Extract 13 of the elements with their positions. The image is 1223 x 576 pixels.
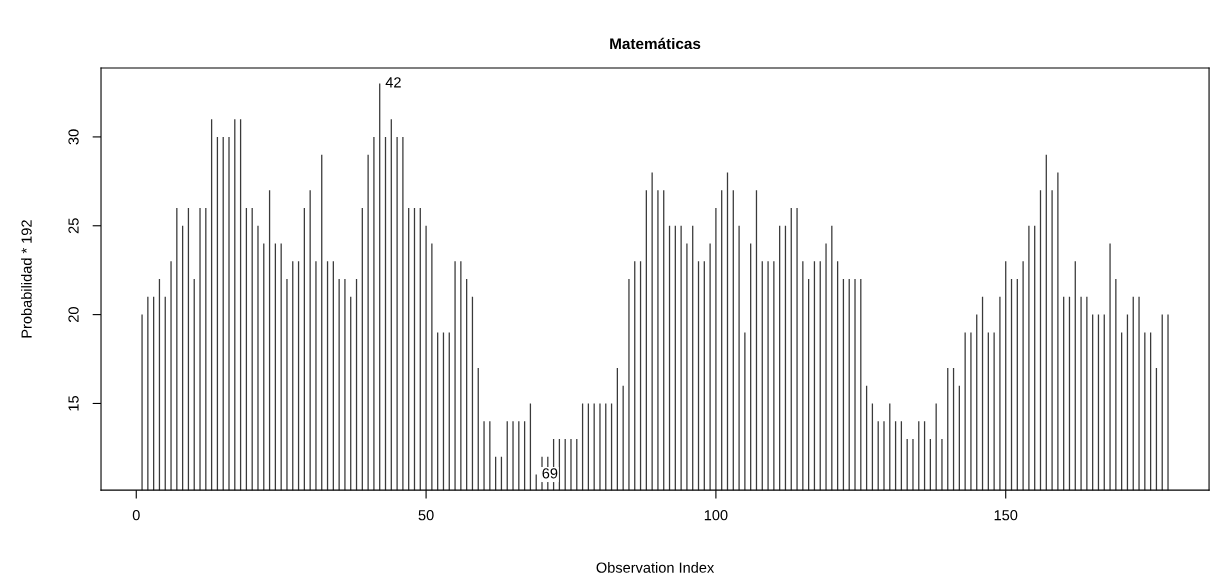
x-tick-label: 0 xyxy=(132,510,140,521)
x-tick-label: 100 xyxy=(704,510,728,521)
y-tick-label: 15 xyxy=(68,395,79,411)
chart-title: Matemáticas xyxy=(610,37,701,50)
y-tick-label: 20 xyxy=(68,307,79,322)
y-tick-label: 30 xyxy=(68,129,79,145)
y-tick-label: 25 xyxy=(68,218,79,234)
x-tick-label: 50 xyxy=(418,510,434,521)
x-axis-title: Observation Index xyxy=(596,562,715,573)
annotation: 42 xyxy=(385,77,401,88)
annotation: 69 xyxy=(542,468,558,479)
y-axis-title: Probabilidad * 192 xyxy=(21,220,32,338)
x-tick-label: 150 xyxy=(994,510,1018,521)
